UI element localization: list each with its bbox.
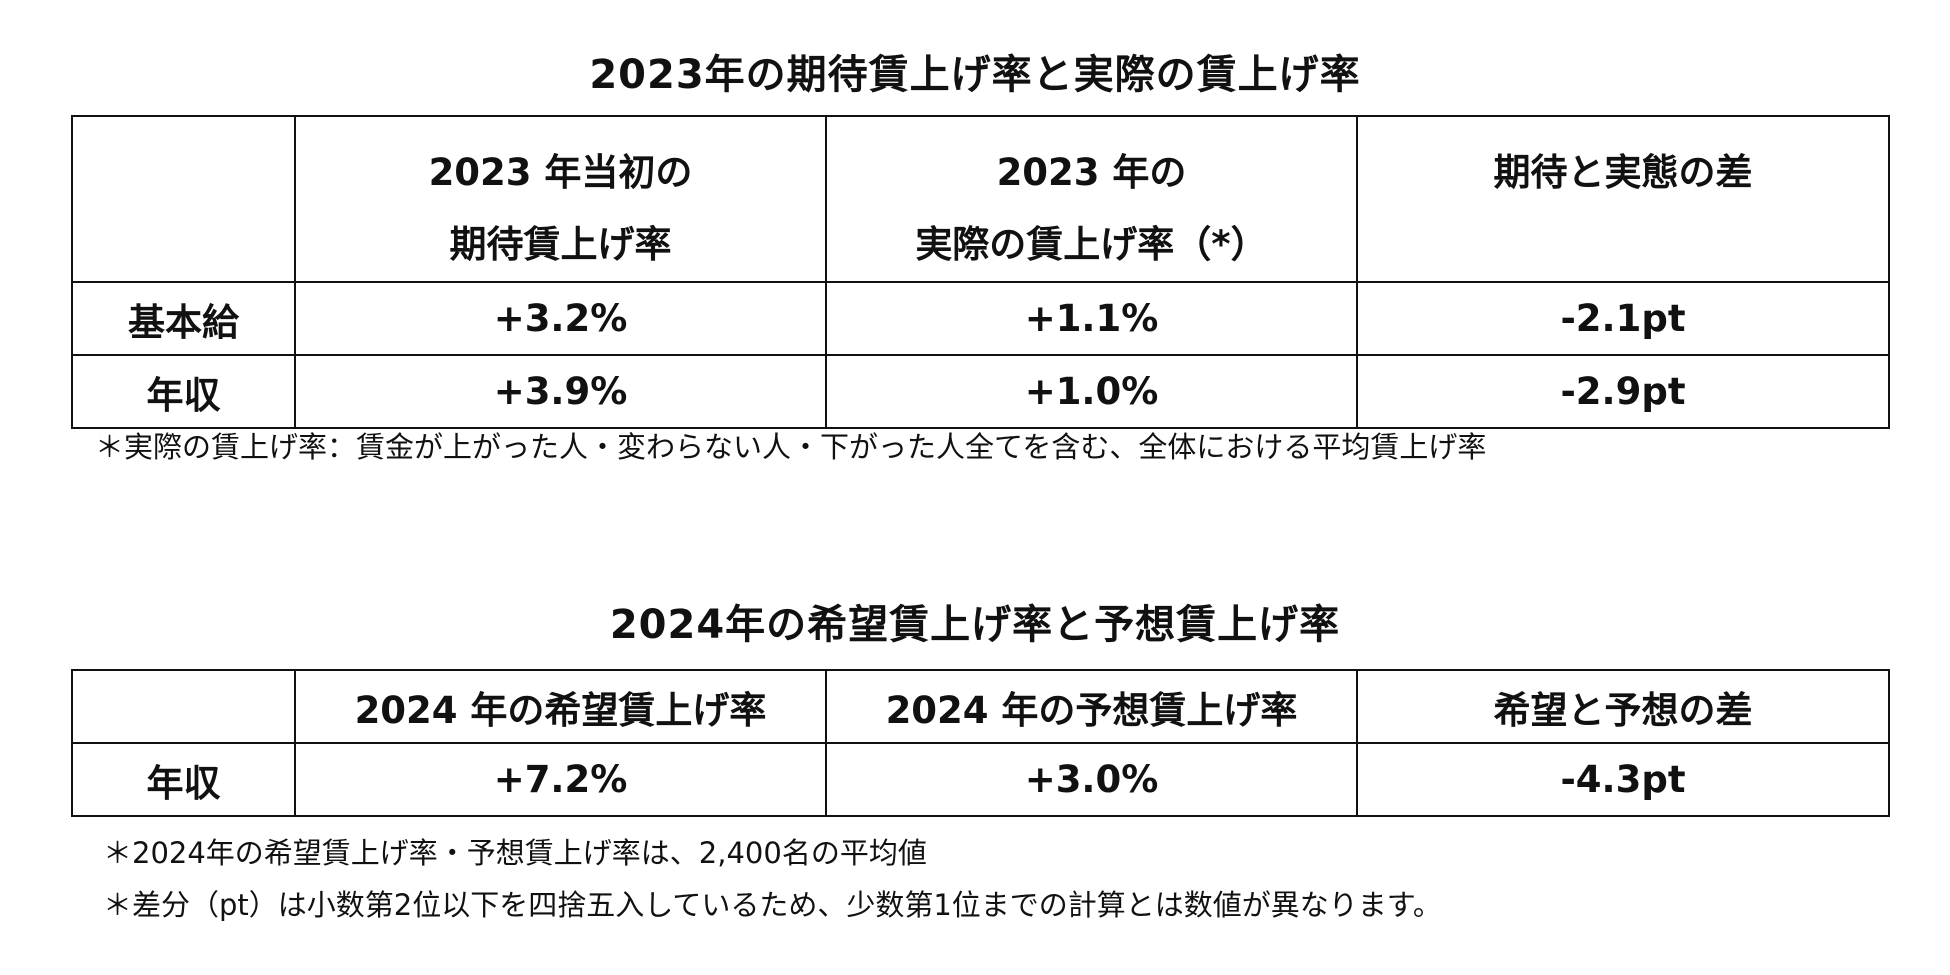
table-cell: -2.9pt	[1356, 354, 1890, 429]
header-line: 期待と実態の差	[1493, 151, 1753, 194]
header-line: 2023 年当初の	[428, 151, 693, 194]
table2-title: 2024年の希望賃上げ率と予想賃上げ率	[609, 602, 1341, 648]
table1-footnote: ＊実際の賃上げ率：賃金が上がった人・変わらない人・下がった人全てを含む、全体にお…	[95, 430, 1487, 464]
expected-vs-actual-table: 2023 年当初の 期待賃上げ率 2023 年の 実際の賃上げ率（*） 期待と実…	[71, 115, 1890, 429]
table1-title: 2023年の期待賃上げ率と実際の賃上げ率	[589, 52, 1361, 98]
table-cell: +1.1%	[825, 281, 1358, 356]
header-predicted-rate: 2024 年の予想賃上げ率	[825, 669, 1358, 744]
header-empty-cell	[71, 115, 296, 283]
header-difference: 希望と予想の差	[1356, 669, 1890, 744]
table-cell: +3.9%	[294, 354, 827, 429]
header-line: 2023 年の	[996, 151, 1187, 194]
table-cell: +3.2%	[294, 281, 827, 356]
table-cell: +3.0%	[825, 742, 1358, 817]
row-label: 年収	[71, 742, 296, 817]
header-expected-rate: 2023 年当初の 期待賃上げ率	[294, 115, 827, 283]
table-row: 年収 +3.9% +1.0% -2.9pt	[71, 354, 1890, 429]
row-label: 年収	[71, 354, 296, 429]
desired-vs-predicted-table: 2024 年の希望賃上げ率 2024 年の予想賃上げ率 希望と予想の差 年収 +…	[71, 669, 1890, 817]
table-cell: +1.0%	[825, 354, 1358, 429]
table-cell: +7.2%	[294, 742, 827, 817]
header-line: 実際の賃上げ率（*）	[915, 223, 1268, 266]
header-actual-rate: 2023 年の 実際の賃上げ率（*）	[825, 115, 1358, 283]
header-desired-rate: 2024 年の希望賃上げ率	[294, 669, 827, 744]
table-row: 基本給 +3.2% +1.1% -2.1pt	[71, 281, 1890, 356]
row-label: 基本給	[71, 281, 296, 356]
table-row: 年収 +7.2% +3.0% -4.3pt	[71, 742, 1890, 817]
table-header-row: 2023 年当初の 期待賃上げ率 2023 年の 実際の賃上げ率（*） 期待と実…	[71, 115, 1890, 283]
header-empty-cell	[71, 669, 296, 744]
table2-footnote: ＊差分（pt）は小数第2位以下を四捨五入しているため、少数第1位までの計算とは数…	[103, 888, 1442, 922]
header-line: 期待賃上げ率	[449, 223, 672, 266]
table-cell: -4.3pt	[1356, 742, 1890, 817]
table-header-row: 2024 年の希望賃上げ率 2024 年の予想賃上げ率 希望と予想の差	[71, 669, 1890, 744]
table-cell: -2.1pt	[1356, 281, 1890, 356]
header-difference: 期待と実態の差	[1356, 115, 1890, 283]
table2-footnote: ＊2024年の希望賃上げ率・予想賃上げ率は、2,400名の平均値	[103, 836, 927, 870]
